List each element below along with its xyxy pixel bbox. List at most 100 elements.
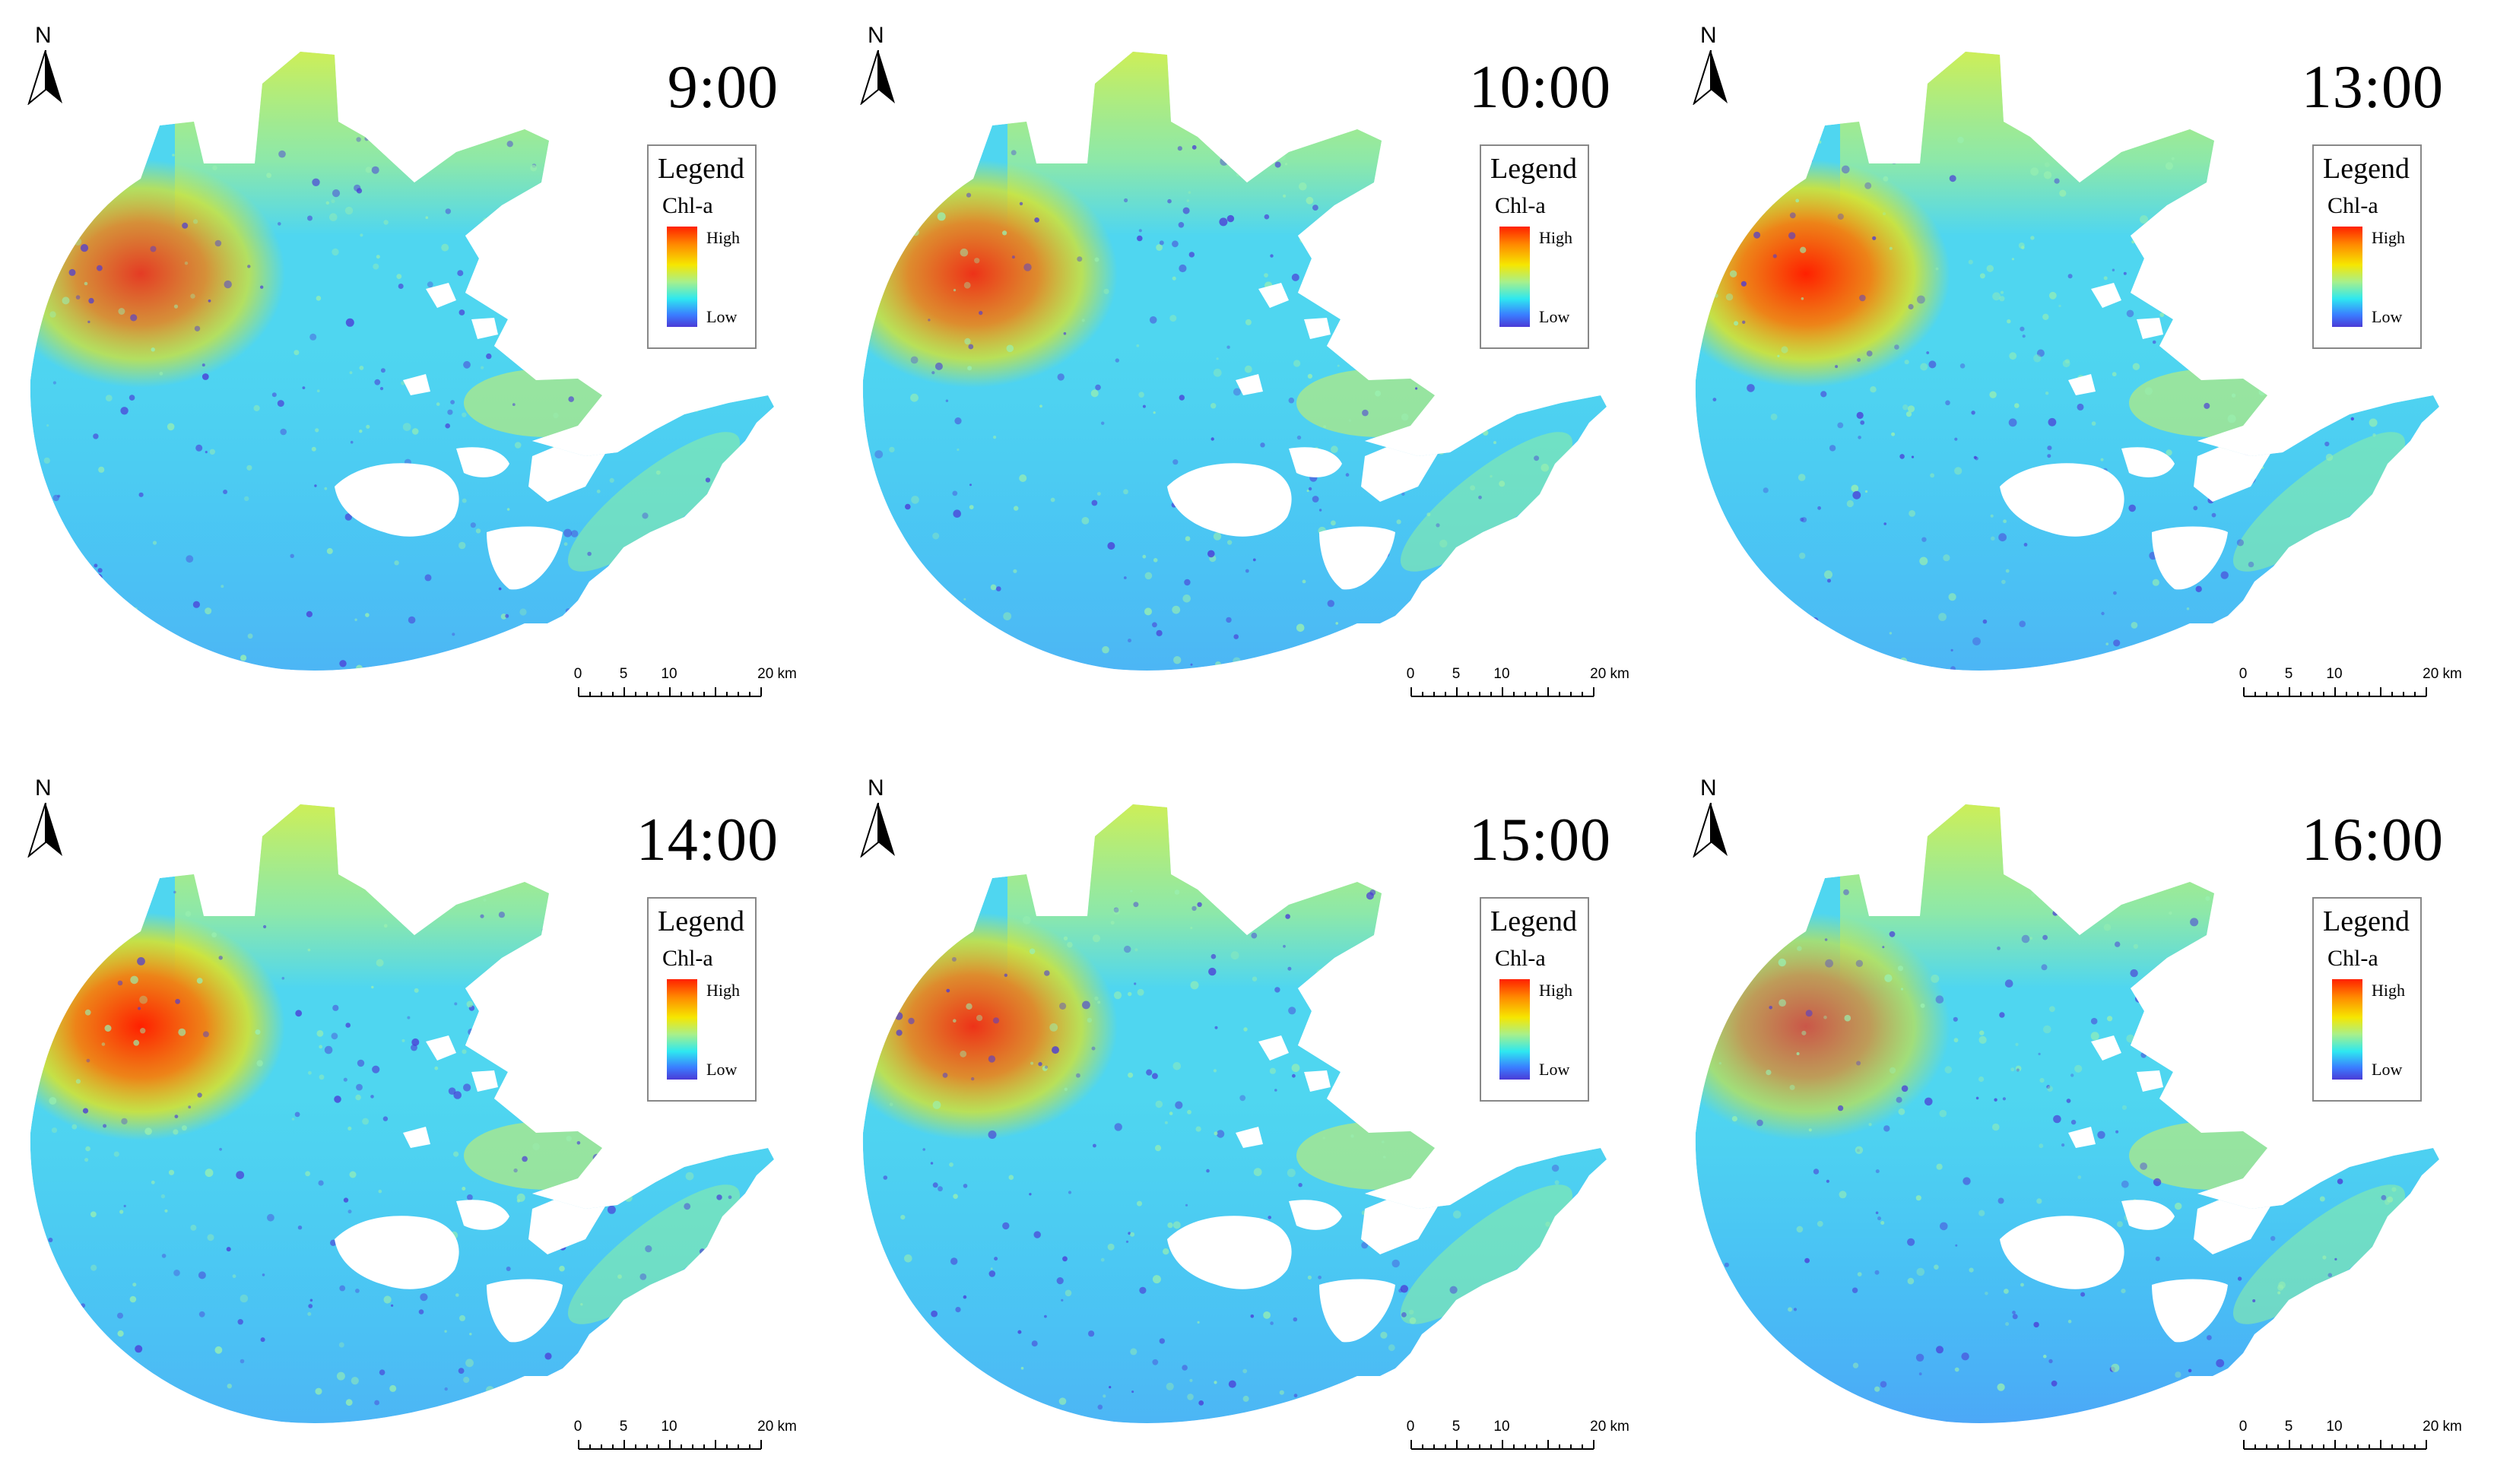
island-5	[471, 1070, 498, 1092]
texture-speck	[2236, 539, 2244, 547]
texture-speck	[402, 423, 411, 431]
texture-speck	[122, 1361, 125, 1364]
texture-speck	[2008, 418, 2017, 427]
texture-speck	[232, 1274, 236, 1279]
scale-label: 5	[1452, 1419, 1461, 1435]
texture-speck	[1428, 411, 1436, 418]
legend-high-label: High	[1539, 228, 1572, 247]
texture-speck	[2257, 433, 2265, 441]
texture-speck	[1864, 182, 1872, 189]
texture-speck	[627, 1156, 632, 1160]
texture-speck	[678, 553, 685, 560]
texture-speck	[138, 1007, 141, 1010]
texture-speck	[420, 1293, 428, 1302]
texture-speck	[1880, 1381, 1887, 1388]
texture-speck	[1721, 956, 1729, 964]
texture-speck	[278, 150, 286, 158]
texture-speck	[549, 282, 553, 286]
north-arrow: N	[855, 23, 901, 106]
texture-speck	[105, 395, 113, 401]
texture-speck	[316, 389, 320, 392]
texture-speck	[964, 338, 971, 345]
texture-speck	[1004, 973, 1007, 977]
texture-speck	[2324, 441, 2330, 447]
texture-speck	[1214, 1381, 1217, 1384]
texture-speck	[1898, 1108, 1905, 1115]
texture-speck	[240, 1294, 249, 1303]
texture-speck	[498, 912, 506, 918]
texture-speck	[2330, 1314, 2334, 1318]
texture-speck	[684, 382, 687, 386]
texture-speck	[1411, 258, 1416, 262]
texture-speck	[624, 1194, 633, 1202]
texture-speck	[1103, 1394, 1106, 1398]
texture-speck	[1875, 1169, 1880, 1174]
texture-speck	[1123, 576, 1127, 579]
texture-speck	[1796, 1226, 1804, 1233]
texture-speck	[193, 219, 198, 224]
texture-speck	[1330, 282, 1334, 287]
texture-speck	[256, 1060, 263, 1067]
texture-speck	[2152, 1053, 2156, 1057]
island-3	[2152, 1279, 2228, 1343]
texture-speck	[356, 188, 363, 194]
texture-speck	[1798, 474, 1806, 481]
texture-speck	[59, 230, 62, 234]
texture-speck	[414, 988, 419, 993]
texture-speck	[1179, 264, 1187, 273]
texture-speck	[2147, 643, 2153, 648]
texture-speck	[971, 1077, 975, 1081]
texture-speck	[312, 178, 320, 186]
texture-speck	[445, 208, 451, 214]
texture-speck	[513, 1168, 518, 1173]
texture-speck	[519, 608, 527, 616]
texture-speck	[343, 1197, 349, 1203]
texture-speck	[1095, 384, 1101, 391]
texture-speck	[1813, 1168, 1820, 1175]
texture-speck	[957, 448, 960, 452]
texture-speck	[1864, 490, 1868, 493]
texture-speck	[1444, 377, 1450, 383]
texture-speck	[1905, 411, 1912, 417]
texture-speck	[1031, 1340, 1038, 1347]
texture-speck	[2225, 967, 2231, 973]
texture-speck	[1856, 411, 1864, 420]
texture-speck	[640, 653, 644, 657]
island-7	[2068, 374, 2096, 395]
texture-speck	[441, 243, 449, 252]
texture-speck	[316, 296, 322, 301]
texture-speck	[1029, 948, 1036, 955]
texture-speck	[1056, 1277, 1064, 1285]
texture-speck	[994, 1257, 998, 1261]
texture-speck	[728, 1195, 732, 1200]
texture-speck	[309, 1298, 313, 1302]
scale-bar-graphic	[578, 1440, 762, 1450]
texture-speck	[1214, 1026, 1218, 1029]
texture-speck	[1163, 1248, 1169, 1255]
texture-speck	[1493, 441, 1496, 445]
texture-speck	[1366, 246, 1371, 252]
texture-speck	[2220, 571, 2229, 579]
texture-speck	[559, 369, 563, 373]
texture-speck	[1778, 958, 1786, 967]
texture-speck	[889, 446, 895, 453]
scale-label: 20 km	[2423, 666, 2462, 682]
texture-speck	[1115, 358, 1119, 363]
north-label: N	[1700, 775, 1717, 801]
texture-speck	[684, 1203, 691, 1210]
texture-speck	[1436, 523, 1440, 528]
texture-speck	[1245, 569, 1249, 573]
texture-speck	[1541, 463, 1550, 472]
scale-label: 20 km	[757, 666, 797, 682]
texture-speck	[2327, 1273, 2333, 1277]
texture-speck	[255, 1029, 261, 1035]
texture-speck	[570, 530, 579, 537]
texture-speck	[2020, 1283, 2024, 1287]
texture-speck	[355, 1289, 360, 1293]
texture-speck	[1172, 605, 1181, 614]
texture-speck	[1963, 1177, 1971, 1185]
texture-speck	[207, 1234, 214, 1241]
texture-speck	[2133, 943, 2139, 950]
texture-speck	[1155, 1100, 1163, 1108]
